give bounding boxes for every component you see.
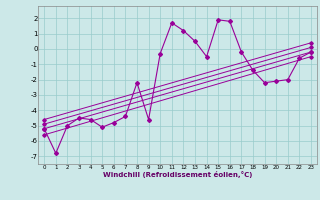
X-axis label: Windchill (Refroidissement éolien,°C): Windchill (Refroidissement éolien,°C) [103,171,252,178]
